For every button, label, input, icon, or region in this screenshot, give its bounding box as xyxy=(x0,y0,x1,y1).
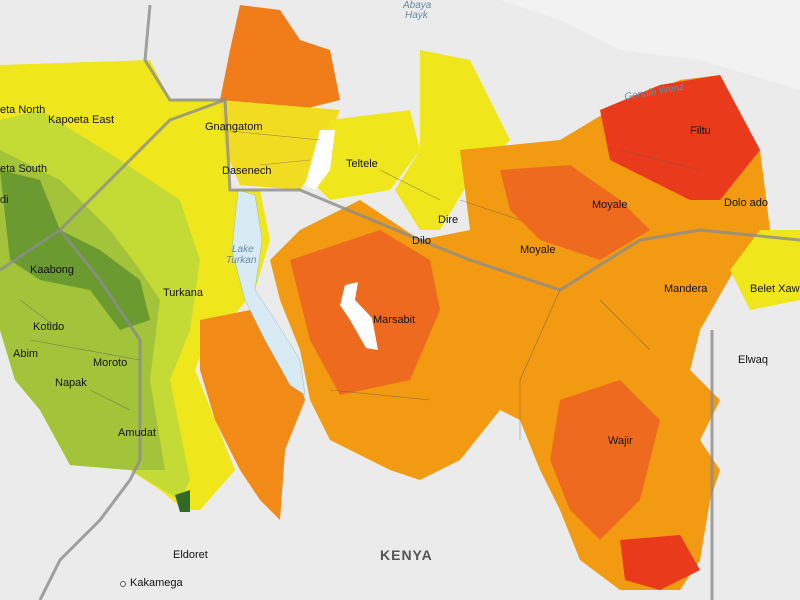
country-label: KENYA xyxy=(380,547,433,563)
place-label: Amudat xyxy=(118,427,156,439)
city-marker xyxy=(120,581,126,587)
border xyxy=(143,4,800,292)
lake xyxy=(305,130,335,190)
lake xyxy=(231,189,306,396)
place-label: Turkana xyxy=(163,287,204,299)
region-red-orange xyxy=(550,380,660,540)
place-label: Dire xyxy=(438,214,458,226)
terrain xyxy=(0,0,800,90)
region-dark-green xyxy=(175,490,190,512)
region-yellow xyxy=(395,50,510,230)
region-orange xyxy=(220,5,340,120)
place-label: Dolo ado xyxy=(724,197,768,209)
place-label: Turkan xyxy=(226,255,257,266)
border xyxy=(38,479,132,600)
place-label: Hayk xyxy=(405,10,429,21)
place-label: Filtu xyxy=(690,125,711,137)
place-label: eta South xyxy=(0,163,47,175)
border xyxy=(0,98,226,272)
place-label: Moyale xyxy=(592,199,627,211)
city-label: Eldoret xyxy=(173,549,208,561)
place-label: Napak xyxy=(55,377,87,389)
mountain xyxy=(340,282,378,350)
city-label: Kakamega xyxy=(130,577,183,589)
place-label: Abim xyxy=(13,348,38,360)
place-label: Dilo xyxy=(412,235,431,247)
region-yellow xyxy=(730,230,800,310)
place-label: eta North xyxy=(0,104,45,116)
region-red xyxy=(600,75,760,200)
region-yellow xyxy=(310,110,420,200)
border xyxy=(58,229,142,481)
place-label: Kapoeta East xyxy=(48,114,114,126)
place-label: Teltele xyxy=(346,158,378,170)
place-label: Abaya xyxy=(402,0,432,11)
region-red-orange xyxy=(500,165,650,260)
district-lines xyxy=(19,129,701,440)
place-label: Elwaq xyxy=(738,354,768,366)
place-label: Belet Xaw xyxy=(750,283,800,295)
place-label: Marsabit xyxy=(373,314,415,326)
place-label: Kaabong xyxy=(30,264,74,276)
place-label: Mandera xyxy=(664,283,708,295)
place-label: Dasenech xyxy=(222,165,272,177)
place-label: Moyale xyxy=(520,244,555,256)
place-label: Gnangatom xyxy=(205,121,262,133)
place-label: Kotido xyxy=(33,321,64,333)
place-label: Wajir xyxy=(608,435,633,447)
place-label: di xyxy=(0,194,9,206)
region-red xyxy=(620,535,700,590)
place-label: Lake xyxy=(232,244,254,255)
place-label: Moroto xyxy=(93,357,127,369)
